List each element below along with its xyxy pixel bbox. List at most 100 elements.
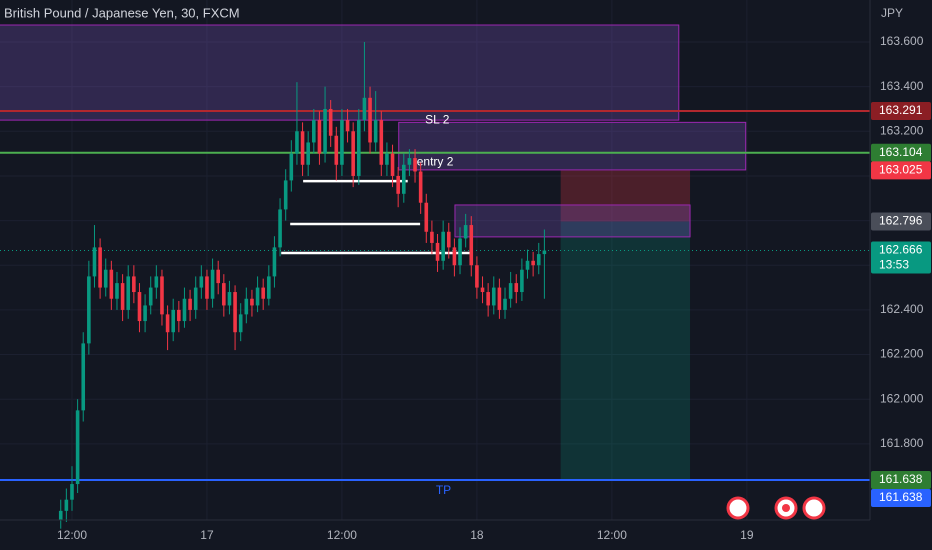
y-tick-label: 162.400: [880, 302, 924, 316]
candles: [58, 41, 547, 529]
x-tick-label: 12:00: [57, 528, 87, 542]
price-tag: [871, 471, 931, 490]
candle-body: [508, 283, 513, 299]
zone: [398, 121, 747, 171]
candle-body: [295, 131, 299, 154]
candle-body: [379, 120, 384, 165]
candle-body: [250, 298, 254, 306]
candle-body: [328, 108, 333, 136]
candle-body: [205, 276, 209, 299]
candle-body: [283, 180, 288, 210]
candle-body: [182, 298, 187, 322]
flag-icon[interactable]: [726, 496, 750, 520]
y-tick-label: 163.600: [880, 34, 924, 48]
price-tag: [871, 212, 931, 231]
price-tag: [871, 143, 931, 162]
candle-body: [199, 276, 204, 288]
candle-body: [87, 276, 91, 344]
candle-body: [340, 120, 344, 165]
target-zone: [560, 221, 691, 481]
x-tick-label: 12:00: [597, 528, 627, 542]
candle-body: [385, 153, 389, 165]
candle-body: [244, 298, 249, 315]
candle-body: [267, 276, 271, 299]
chart-title: British Pound / Japanese Yen, 30, FXCM: [4, 5, 240, 20]
candle-body: [193, 287, 198, 310]
candle-body: [525, 260, 530, 270]
price-tag-label: 163.025: [879, 163, 923, 177]
candle-body: [396, 175, 400, 194]
candle-body: [503, 298, 507, 310]
price-tag-label: 161.638: [879, 472, 923, 486]
candle-body: [238, 314, 243, 333]
candle-body: [261, 287, 265, 299]
candle-body: [165, 314, 170, 333]
y-tick-label: 162.200: [880, 347, 924, 361]
zone: [0, 24, 680, 121]
y-tick-label: 162.000: [880, 391, 924, 405]
grid: [0, 0, 870, 520]
price-tag-label: 161.638: [879, 490, 923, 504]
candle-body: [177, 309, 181, 322]
price-tag-label: 162.666: [879, 243, 923, 257]
candle-body: [300, 131, 305, 165]
candle-body: [188, 298, 192, 310]
price-tag-label: 163.104: [879, 145, 923, 159]
candle-body: [435, 242, 440, 261]
candle-body: [480, 287, 485, 293]
candle-body: [458, 238, 462, 266]
candle-body: [233, 292, 237, 333]
candle-body: [98, 247, 102, 288]
candle-body: [160, 276, 164, 315]
candle-body: [103, 269, 108, 288]
candle-body: [345, 120, 350, 132]
candle-body: [351, 131, 355, 176]
countdown-label: 13:53: [879, 258, 909, 272]
candle-body: [362, 97, 367, 121]
candle-body: [452, 247, 457, 266]
candle-body: [413, 158, 417, 172]
candle-body: [278, 209, 282, 248]
flag-dot: [782, 504, 790, 512]
candle-body: [475, 265, 479, 288]
candle-body: [520, 269, 524, 293]
price-tag: [871, 101, 931, 120]
candle-body: [441, 231, 445, 261]
annotation: SL 2: [425, 112, 450, 126]
candle-body: [356, 120, 361, 176]
y-tick-label: 163.400: [880, 79, 924, 93]
x-tick-label: 17: [200, 528, 214, 542]
candle-body: [210, 269, 215, 299]
candle-body: [143, 305, 147, 322]
candle-body: [323, 108, 327, 154]
toolbar-icons[interactable]: [726, 496, 826, 520]
candle-body: [81, 343, 86, 411]
candle-body: [154, 276, 159, 288]
candle-body: [334, 135, 339, 165]
y-tick-label: 163.200: [880, 123, 924, 137]
candle-body: [272, 247, 277, 277]
x-tick-label: 12:00: [327, 528, 357, 542]
candle-body: [401, 164, 406, 194]
price-tag: [871, 241, 931, 274]
candle-body: [227, 292, 232, 306]
candle-body: [171, 309, 176, 333]
candle-body: [306, 142, 310, 165]
candle-body: [120, 283, 125, 310]
stop-zone: [560, 170, 691, 222]
flag-icon[interactable]: [802, 496, 826, 520]
candle-body: [312, 120, 316, 143]
candle-body: [418, 171, 423, 203]
price-tag-label: 163.291: [879, 103, 923, 117]
candle-body: [531, 260, 535, 266]
candle-body: [424, 202, 429, 232]
candle-body: [126, 276, 131, 310]
candle-body: [469, 225, 474, 266]
candle-body: [491, 287, 496, 306]
candle-body: [255, 287, 260, 306]
candle-body: [430, 231, 434, 243]
drawings: SL 2 entry 2 TP: [0, 24, 870, 497]
